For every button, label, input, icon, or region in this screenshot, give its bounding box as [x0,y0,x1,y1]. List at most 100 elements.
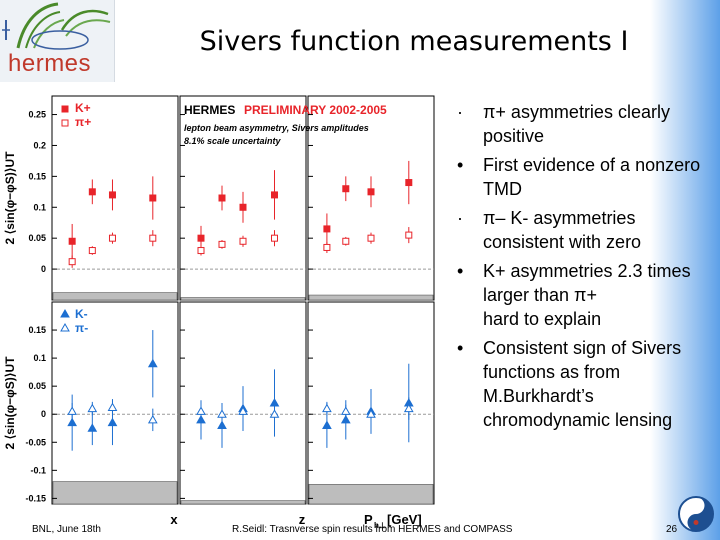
bullet-text: hard to explain [483,309,602,329]
data-point-kminus [107,417,118,427]
chart-subtitle-line: 8.1% scale uncertainty [184,136,282,146]
data-point-kplus [88,188,96,196]
x-axis-label-pt: P [364,512,373,527]
data-point-kplus [367,188,375,196]
y-tick-label: 0.15 [28,171,46,181]
bullet-list: · π+ asymmetries clearly positive • First… [455,100,717,437]
legend-label: K+ [75,101,91,115]
systematic-band [308,294,434,301]
footer-date: BNL, June 18th [32,524,101,535]
bullet-text: K+ asymmetries 2.3 times larger than π+ [483,261,691,305]
data-point-kminus [147,358,158,368]
bullet-marker: · [457,102,463,122]
data-point-kplus [239,203,247,211]
slide-title: Sivers function measurements I [199,26,629,57]
systematic-band [180,500,306,505]
data-point-piplus [149,234,157,242]
y-axis-label: 2 ⟨sin(φ−φS)⟩UT [3,151,17,245]
data-point-piminus [147,414,158,424]
chart-title-preliminary: PRELIMINARY 2002-2005 [244,103,387,117]
y-tick-label: 0.1 [33,202,46,212]
data-point-kplus [271,191,278,199]
data-point-piplus [342,237,350,245]
data-point-piminus [67,406,78,415]
bullet-text: π+ asymmetries clearly positive [483,102,670,146]
systematic-band [52,481,178,505]
data-point-piminus [196,406,206,415]
footer-talk-title: R.Seidl: Trasnverse spin results from HE… [232,524,513,535]
hermes-wings-icon [2,2,111,50]
data-point-kplus [405,179,413,187]
data-point-kplus [323,225,331,233]
bullet-item: • Consistent sign of Sivers functions as … [455,336,717,432]
bullet-item: · π– K- asymmetries consistent with zero [455,206,717,254]
data-point-piminus [366,409,376,418]
page-number: 26 [666,524,678,535]
legend-label: π+ [75,115,91,129]
sivers-asymmetry-plot: 0.25 0.2 0.15 0.1 0.05 0 K+π+ 2 ⟨sin(φ−φS)⟩UT 0.… [0,88,440,530]
data-point-kplus [197,234,205,242]
data-point-piplus [197,247,205,255]
data-point-kminus [340,414,351,424]
y-tick-label: 0.05 [28,381,46,391]
y-axis-label: 2 ⟨sin(φ−φS)⟩UT [3,356,17,450]
bullet-text: First evidence of a nonzero TMD [483,155,701,199]
panel-frame [51,301,179,505]
legend-label: π- [75,321,88,335]
chart-subtitle-line: lepton beam asymmetry, Sivers amplitudes [184,123,369,133]
y-tick-label: 0 [41,264,46,274]
data-point-kminus [322,420,332,429]
logo-text: hermes [8,50,92,77]
data-point-piplus [218,240,226,248]
data-point-kminus [196,414,206,424]
bullet-text: π– K- asymmetries consistent with zero [483,208,642,252]
bullet-text: Consistent sign of Sivers functions as f… [483,338,682,430]
data-point-piplus [68,258,76,266]
y-tick-label: -0.05 [25,437,46,447]
y-tick-label: -0.1 [30,465,46,475]
data-point-kminus [67,417,78,427]
data-point-kplus [108,191,116,199]
x-axis-label-x: x [170,512,178,527]
data-point-kminus [217,420,227,429]
bullet-item: • K+ asymmetries 2.3 times larger than π+ [455,259,717,307]
data-point-kminus [87,423,98,432]
y-tick-label: 0 [41,409,46,419]
bullet-item: • First evidence of a nonzero TMD [455,153,717,201]
legend-label: K- [75,307,88,321]
systematic-band [308,484,434,505]
systematic-band [52,292,178,301]
chart-title-hermes: HERMES [184,103,235,117]
legend-marker [61,119,69,127]
data-point-kplus [218,194,226,202]
data-point-piplus [239,237,247,245]
data-point-kplus [149,194,157,202]
bullet-marker: • [457,155,464,175]
data-point-piminus [322,403,332,413]
data-point-piminus [217,409,227,418]
x-axis-label-pt-subscript: h⊥ [374,521,386,530]
bullet-item: hard to explain [455,307,717,331]
slide-edge-gradient [650,0,720,540]
data-point-piminus [340,406,351,415]
data-point-piplus [323,243,331,251]
data-point-piplus [108,234,116,242]
data-point-kplus [342,185,350,193]
institute-logo-icon [678,496,714,532]
legend-marker [61,105,69,113]
data-point-kplus [68,237,76,245]
bullet-marker: • [457,338,464,358]
data-point-piplus [88,247,96,255]
y-tick-label: 0.1 [33,353,46,363]
y-tick-label: 0.05 [28,233,46,243]
legend-marker [60,308,70,318]
data-point-piminus [403,403,414,413]
data-point-piplus [405,231,413,239]
data-point-piminus [269,409,280,418]
data-point-piminus [238,406,248,415]
y-tick-label: 0.15 [28,325,46,335]
x-axis-label-pt-unit: [GeV] [387,512,422,527]
legend-marker [60,322,70,332]
systematic-band [180,297,306,301]
y-tick-label: 0.25 [28,110,46,120]
